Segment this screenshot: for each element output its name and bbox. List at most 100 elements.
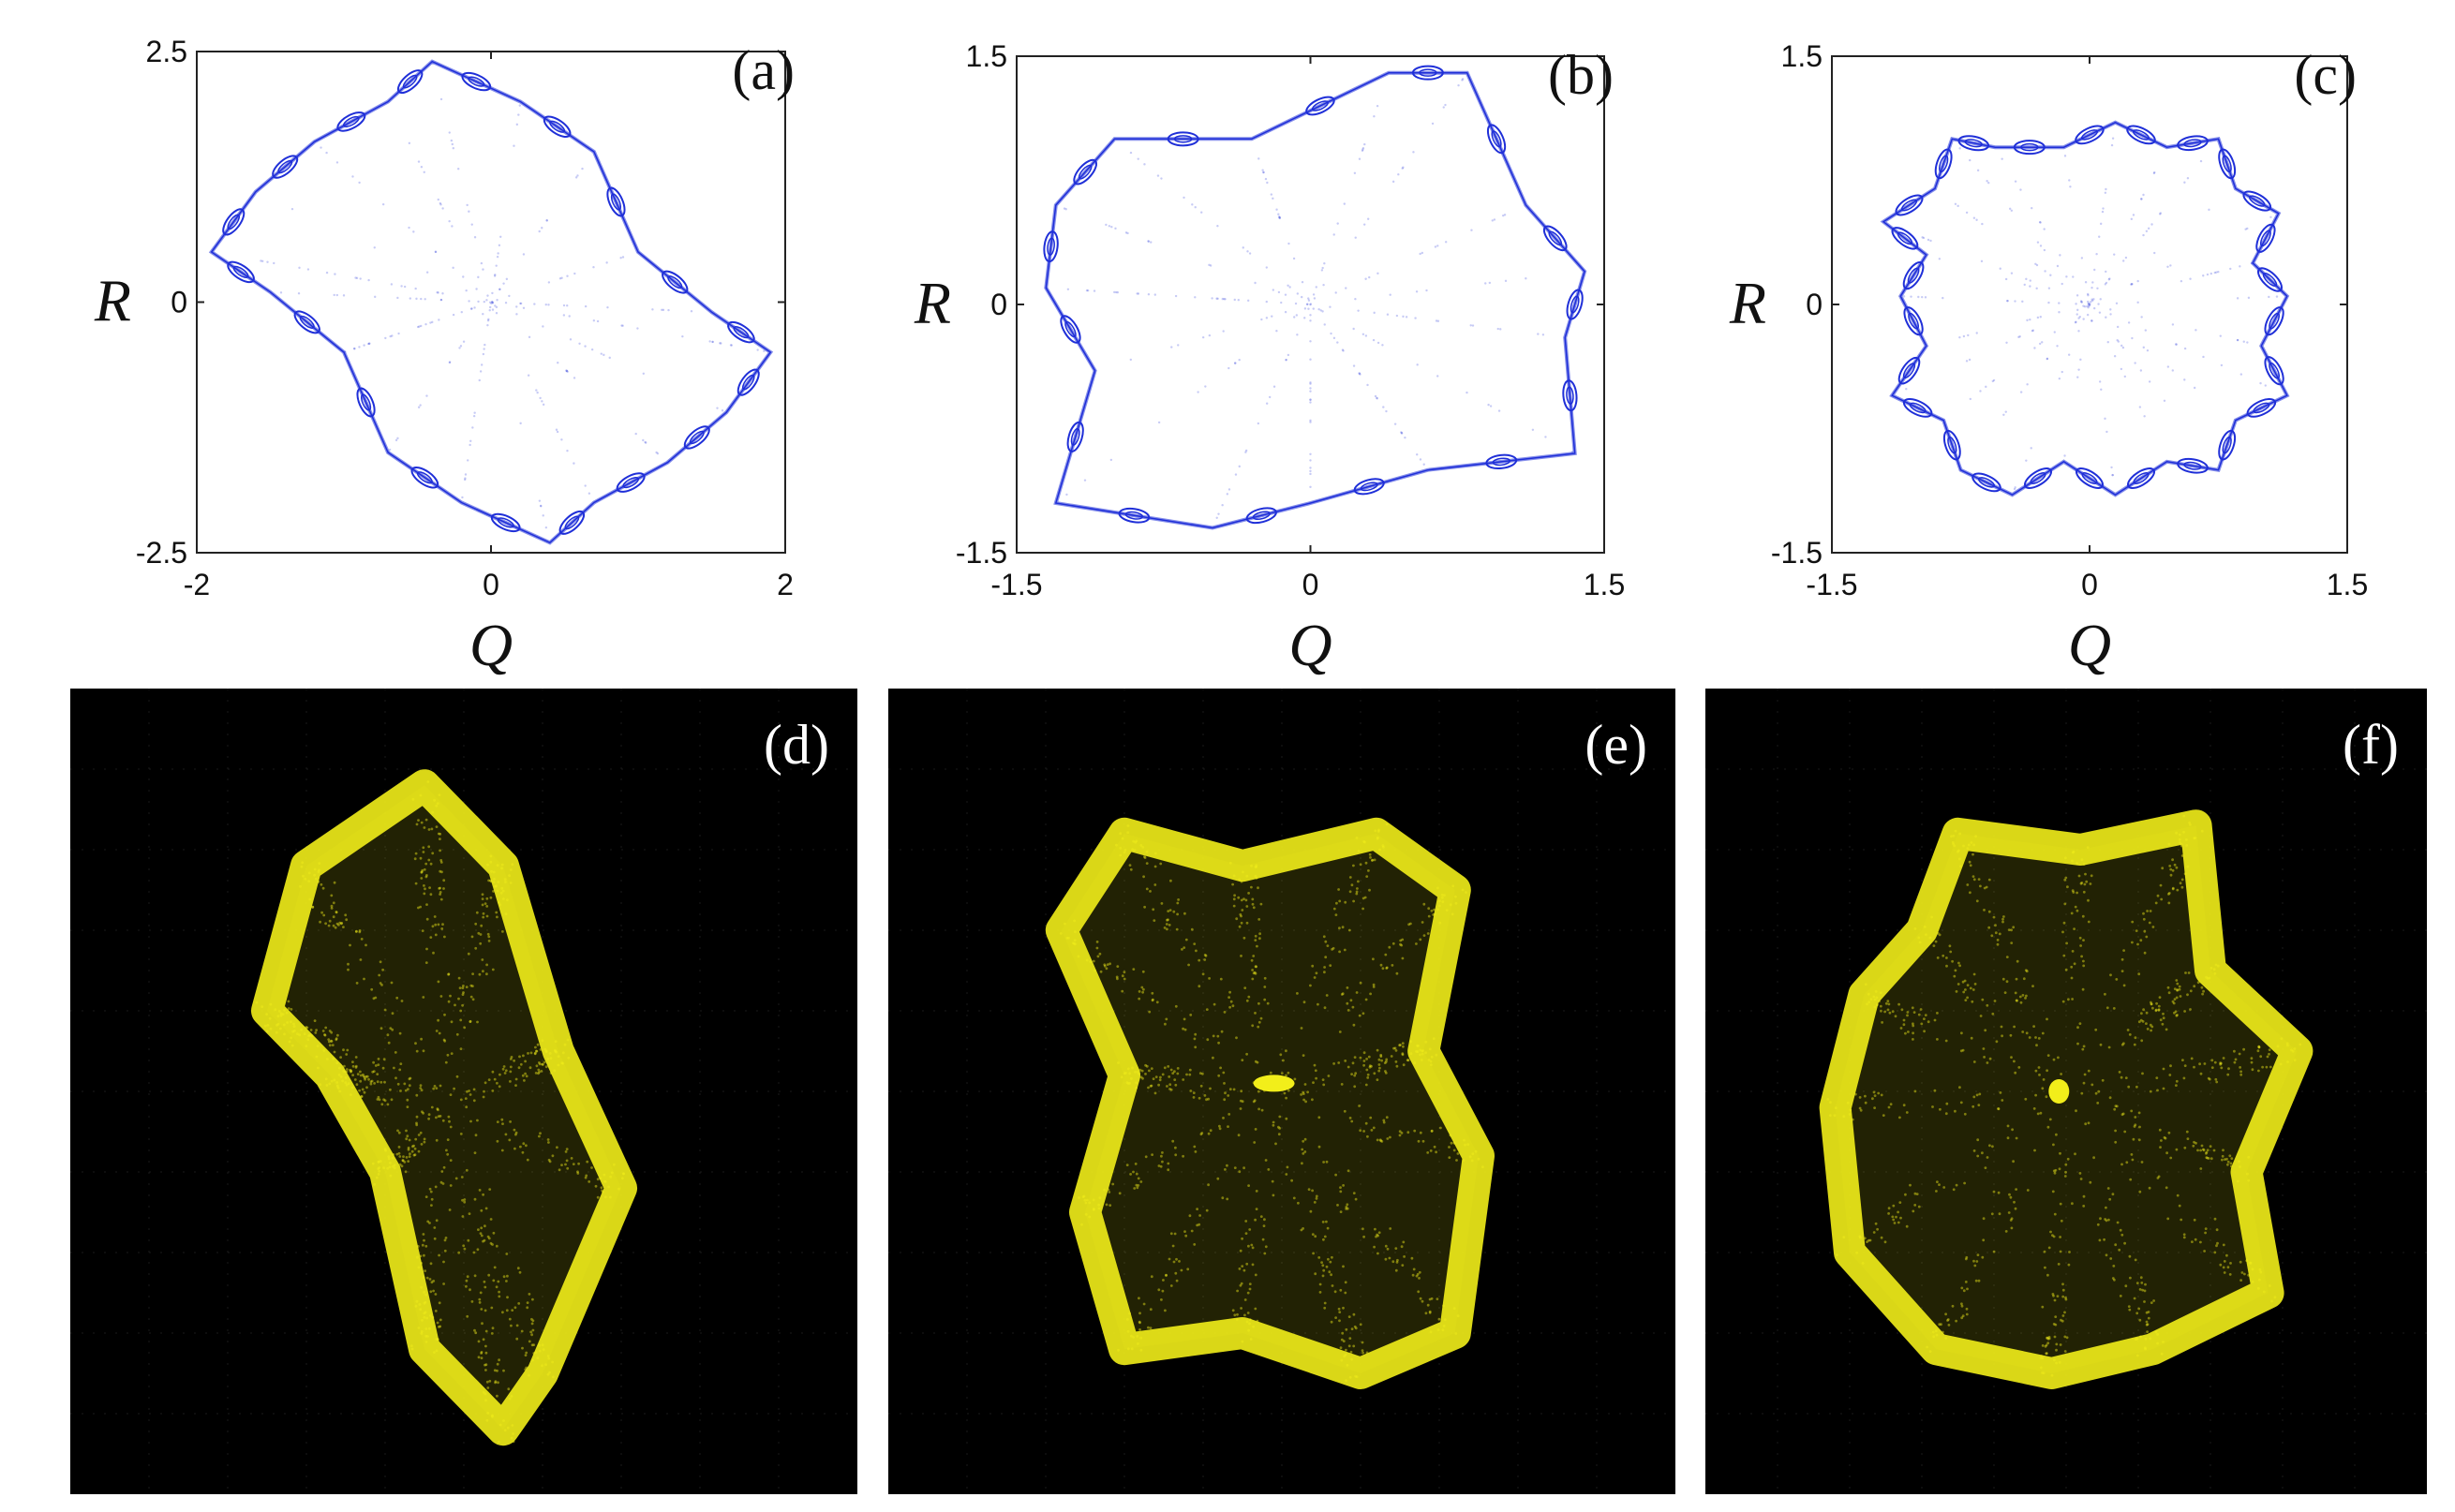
island: [1902, 261, 1925, 290]
trace-speckle: [2070, 912, 2074, 915]
trace-speckle: [1322, 1083, 1326, 1087]
trace-speckle: [2230, 1157, 2234, 1160]
trace-speckle: [1388, 1256, 1391, 1260]
trace-speckle: [2089, 882, 2092, 885]
trace-speckle: [1370, 1064, 1373, 1068]
trace-speckle: [515, 1337, 519, 1341]
trace-speckle: [2124, 1284, 2128, 1288]
trace-speckle: [2038, 1074, 2041, 1076]
trace-speckle: [2011, 1128, 2015, 1132]
trace-speckle: [1337, 888, 1340, 891]
trace-speckle: [417, 906, 420, 910]
trace-speckle: [422, 851, 425, 853]
sea-point: [716, 407, 719, 409]
trace-speckle: [1977, 878, 1981, 881]
trace-speckle: [440, 927, 444, 930]
trace-speckle: [386, 1103, 390, 1106]
trace-speckle: [1259, 902, 1263, 906]
sea-point: [1257, 157, 1260, 160]
trace-speckle: [2146, 910, 2150, 912]
trace-speckle: [1272, 1123, 1275, 1127]
trace-speckle: [497, 1381, 499, 1385]
sea-point: [458, 347, 461, 349]
trace-speckle: [2073, 927, 2076, 930]
trace-speckle: [1366, 1073, 1370, 1076]
trace-speckle: [473, 1151, 477, 1154]
sea-point: [596, 319, 600, 323]
trace-speckle: [461, 1215, 465, 1218]
sea-point: [2183, 181, 2186, 184]
sea-point: [2084, 281, 2088, 284]
trace-speckle: [422, 1049, 425, 1053]
sea-point: [465, 289, 468, 292]
trace-speckle: [1259, 1215, 1263, 1218]
sea-point: [1436, 375, 1439, 378]
sea-point: [1489, 405, 1493, 408]
island-inner: [1938, 155, 1949, 173]
sea-point: [479, 370, 483, 373]
sea-point: [574, 176, 578, 179]
trace-speckle: [1418, 1277, 1421, 1280]
island-inner: [564, 515, 580, 530]
sea-point: [1317, 307, 1320, 311]
sea-point: [566, 304, 569, 307]
trace-speckle: [469, 984, 473, 987]
trace-speckle: [1246, 1312, 1250, 1314]
trace-speckle: [1228, 1088, 1232, 1091]
trace-speckle: [1285, 1074, 1287, 1077]
island: [1971, 472, 2001, 493]
island-inner: [1964, 139, 1983, 148]
trace-speckle: [2014, 1207, 2017, 1210]
trace-speckle: [1263, 998, 1267, 1001]
trace-speckle: [1401, 1052, 1405, 1056]
trace-speckle: [1226, 1164, 1228, 1167]
trace-speckle: [1350, 883, 1354, 887]
trace-speckle: [2173, 1011, 2176, 1015]
sea-point: [2236, 338, 2239, 342]
trace-speckle: [334, 926, 337, 929]
sea-point: [2130, 283, 2134, 286]
trace-speckle: [1966, 1287, 1969, 1291]
trace-speckle: [2175, 1148, 2179, 1151]
trace-speckle: [2061, 1319, 2064, 1323]
trace-speckle: [441, 1182, 445, 1185]
trace-speckle: [1229, 1000, 1233, 1003]
trace-speckle: [1324, 940, 1328, 943]
trace-speckle: [1992, 915, 1996, 919]
trace-speckle: [1152, 908, 1155, 912]
trace-speckle: [1866, 1240, 1868, 1243]
sea-point: [527, 374, 530, 377]
sea-point: [1109, 458, 1113, 462]
trace-speckle: [1417, 1139, 1421, 1143]
trace-speckle: [1245, 905, 1249, 908]
trace-speckle: [482, 912, 485, 915]
sea-point: [478, 378, 481, 382]
trace-speckle: [2077, 874, 2081, 878]
trace-speckle: [497, 1280, 500, 1283]
sea-point: [2014, 486, 2016, 489]
trace-speckle: [1129, 1173, 1132, 1176]
trace-speckle: [496, 1394, 498, 1398]
sea-point: [368, 342, 371, 345]
sea-point: [1402, 166, 1405, 169]
sea-point: [1272, 197, 1274, 200]
trace-speckle: [1332, 1062, 1335, 1065]
trace-speckle: [1923, 1017, 1926, 1020]
sea-point: [1124, 231, 1128, 234]
sea-point: [468, 210, 470, 213]
island: [1411, 65, 1444, 81]
trace-speckle: [2097, 1090, 2101, 1093]
trace-speckle: [1347, 1065, 1350, 1069]
trace-speckle: [401, 1159, 405, 1163]
trace-speckle: [1913, 1090, 1917, 1093]
trace-speckle: [2031, 985, 2034, 987]
sea-point: [565, 369, 569, 373]
sea-point: [1309, 381, 1312, 384]
sea-point: [555, 428, 558, 431]
trace-speckle: [474, 1331, 478, 1335]
trace-speckle: [1364, 1083, 1368, 1087]
sea-point: [573, 272, 576, 275]
trace-speckle: [1906, 1014, 1909, 1017]
trace-speckle: [1132, 968, 1136, 971]
trace-speckle: [1994, 924, 1997, 927]
